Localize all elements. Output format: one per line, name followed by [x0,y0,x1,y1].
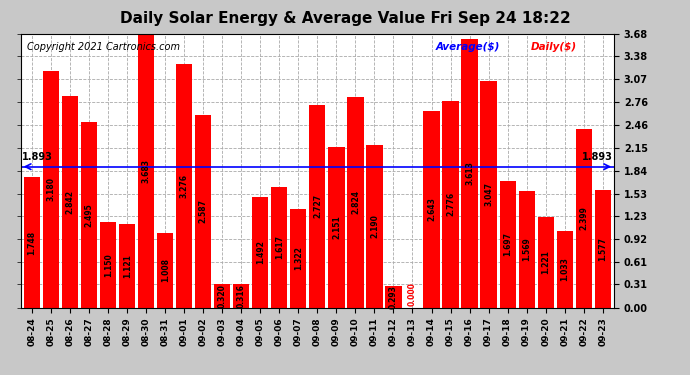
Text: Daily Solar Energy & Average Value Fri Sep 24 18:22: Daily Solar Energy & Average Value Fri S… [119,11,571,26]
Text: 1.697: 1.697 [503,232,512,256]
Bar [81,122,97,308]
Text: 1.577: 1.577 [598,237,607,261]
Text: 1.121: 1.121 [123,254,132,278]
Text: Copyright 2021 Cartronics.com: Copyright 2021 Cartronics.com [27,42,179,52]
Bar [386,286,402,308]
Text: 0.316: 0.316 [237,284,246,308]
Bar [557,231,573,308]
Text: 2.587: 2.587 [199,199,208,223]
Bar [157,232,173,308]
Text: 2.842: 2.842 [66,190,75,214]
Text: 2.776: 2.776 [446,192,455,216]
Text: 1.221: 1.221 [541,250,550,274]
Text: 3.276: 3.276 [180,174,189,198]
Text: 3.047: 3.047 [484,182,493,206]
Text: 2.190: 2.190 [370,214,379,238]
Bar [233,284,249,308]
Text: 2.727: 2.727 [313,194,322,218]
Bar [424,111,440,308]
Bar [253,196,268,308]
Text: 1.492: 1.492 [256,240,265,264]
Text: 3.613: 3.613 [465,161,474,185]
Text: 2.824: 2.824 [351,190,360,214]
Bar [575,129,592,308]
Bar [480,81,497,308]
Text: 1.617: 1.617 [275,236,284,260]
Bar [442,101,459,308]
Bar [271,187,288,308]
Text: 2.495: 2.495 [85,203,94,226]
Text: 3.683: 3.683 [141,159,150,183]
Bar [138,33,155,308]
Text: 1.033: 1.033 [560,257,569,281]
Bar [176,64,193,308]
Bar [309,105,326,308]
Bar [24,177,40,308]
Text: 3.180: 3.180 [47,177,56,201]
Text: 0.000: 0.000 [408,282,417,306]
Bar [214,284,230,308]
Bar [462,39,477,308]
Text: 2.151: 2.151 [332,216,341,239]
Text: 1.569: 1.569 [522,237,531,261]
Text: 1.322: 1.322 [294,246,303,270]
Bar [538,217,553,308]
Bar [62,96,78,308]
Text: 1.008: 1.008 [161,258,170,282]
Text: 2.643: 2.643 [427,197,436,221]
Text: 1.748: 1.748 [28,230,37,255]
Bar [366,145,382,308]
Text: Average($): Average($) [436,42,500,52]
Bar [43,71,59,308]
Text: 1.150: 1.150 [104,253,112,277]
Bar [195,115,211,308]
Text: 0.320: 0.320 [218,284,227,308]
Bar [595,190,611,308]
Text: Daily($): Daily($) [531,42,577,52]
Bar [290,209,306,308]
Text: 2.399: 2.399 [579,206,588,230]
Bar [119,224,135,308]
Bar [518,191,535,308]
Text: 0.293: 0.293 [389,285,398,309]
Text: 1.893: 1.893 [21,152,52,162]
Text: 1.893: 1.893 [582,152,613,162]
Bar [100,222,117,308]
Bar [328,147,344,308]
Bar [347,98,364,308]
Bar [500,181,515,308]
